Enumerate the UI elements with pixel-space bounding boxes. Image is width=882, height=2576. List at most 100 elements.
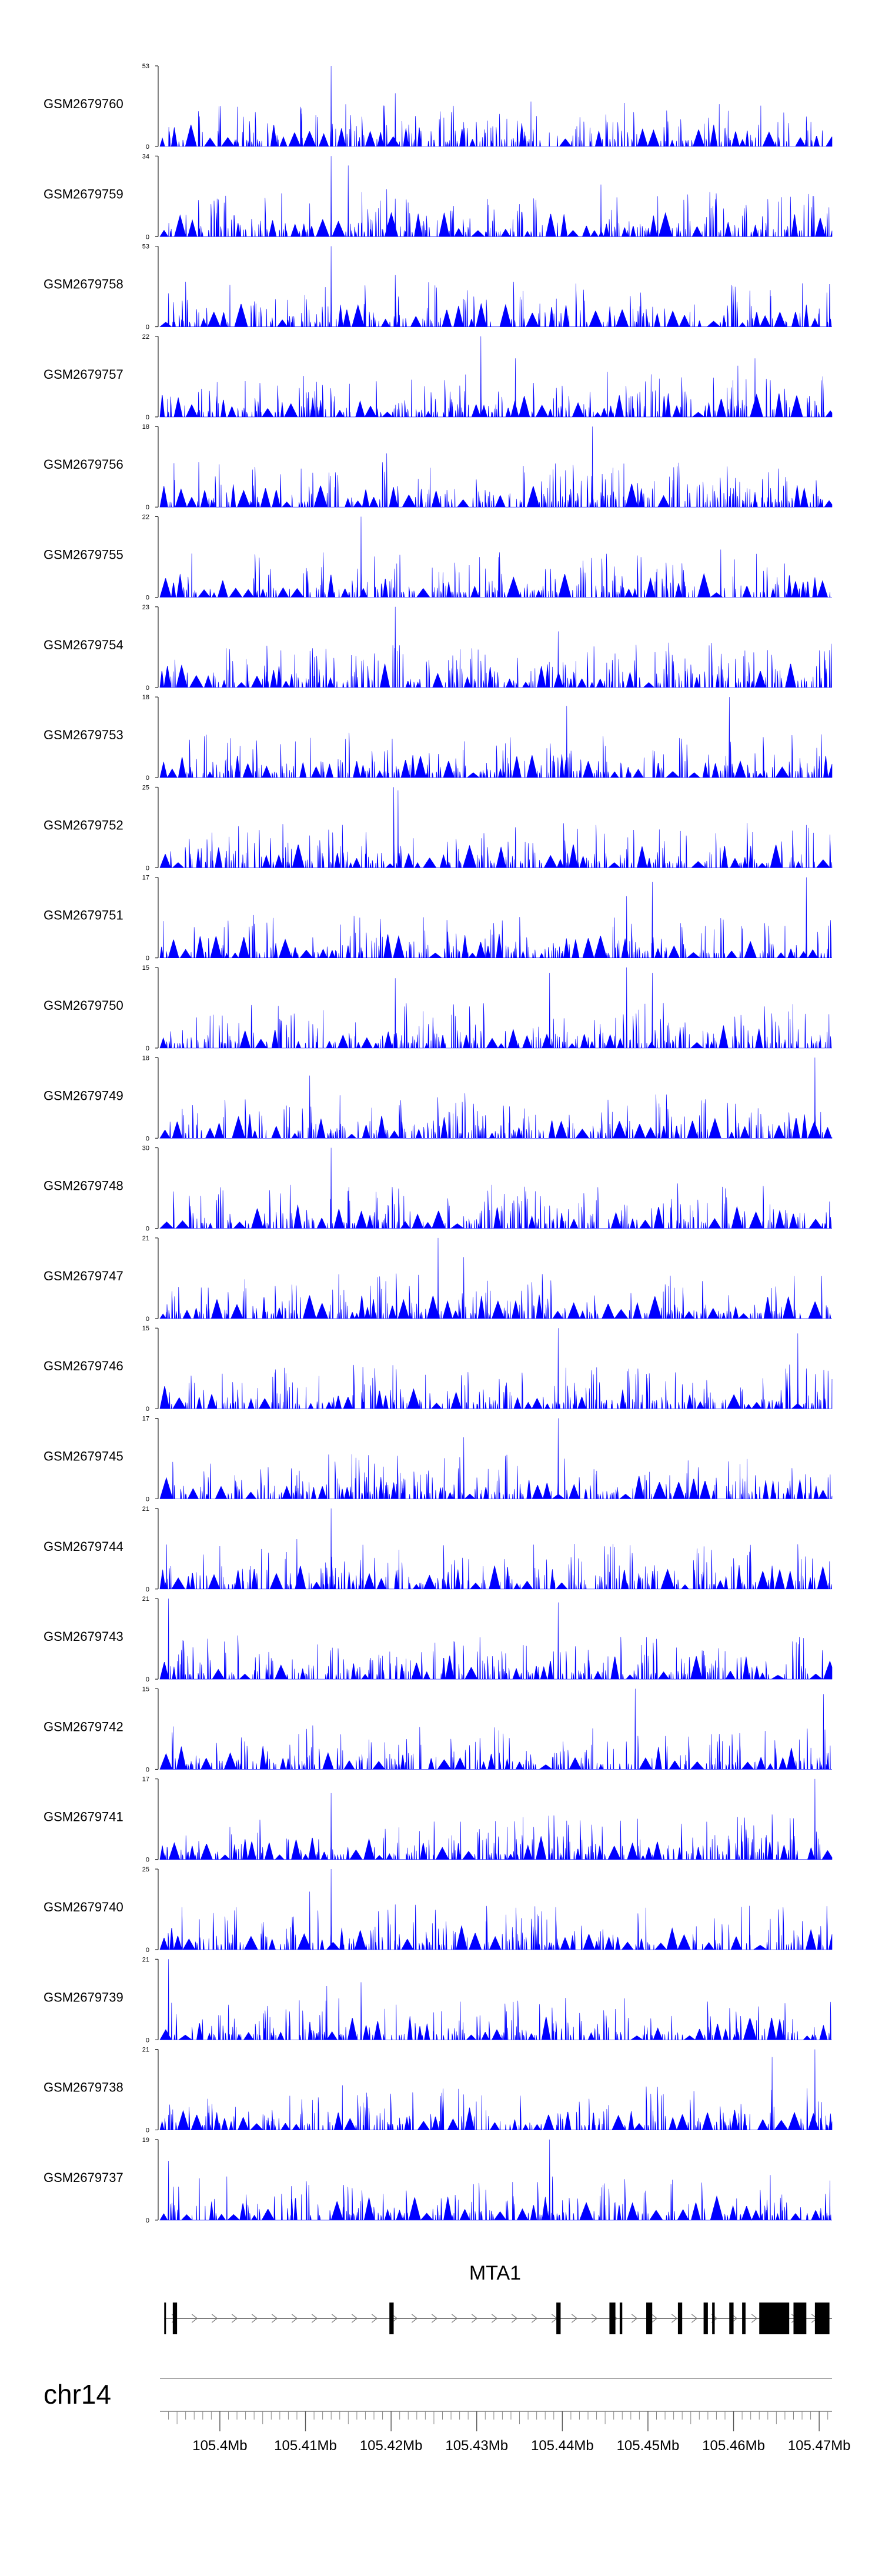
gene-exon: [609, 2303, 616, 2334]
genome-axis: chr14 105.4Mb 105.41Mb 105.42Mb 105.43Mb 105…: [44, 2378, 851, 2454]
y-tick-label-zero: 0: [146, 1045, 149, 1052]
coverage-area: [159, 1689, 832, 1770]
y-tick-label-max: 19: [142, 2137, 149, 2144]
strand-arrow: [351, 2314, 358, 2323]
gene-track: MTA1: [164, 2262, 832, 2334]
gene-exon: [619, 2303, 623, 2334]
y-tick-label-max: 22: [142, 514, 149, 521]
track-label: GSM2679737: [44, 2170, 123, 2185]
track-label: GSM2679742: [44, 1719, 123, 1734]
coverage-area: [159, 1778, 833, 1860]
track-GSM2679751: GSM2679751 17 0: [44, 875, 832, 962]
strand-arrow: [191, 2314, 198, 2323]
coverage-area: [159, 65, 833, 148]
y-tick-label-max: 15: [142, 1325, 149, 1332]
coverage-area: [159, 697, 833, 779]
track-label: GSM2679739: [44, 1990, 123, 2004]
track-label: GSM2679743: [44, 1629, 123, 1644]
strand-arrow: [271, 2314, 278, 2323]
coverage-area: [159, 1057, 833, 1139]
gene-exon: [759, 2303, 790, 2334]
y-tick-label-zero: 0: [146, 2217, 149, 2224]
coverage-area: [159, 516, 832, 598]
track-GSM2679748: GSM2679748 30 0: [44, 1145, 832, 1233]
coverage-area: [159, 1237, 832, 1320]
track-GSM2679744: GSM2679744 21 0: [44, 1506, 832, 1593]
coverage-area: [159, 787, 833, 869]
track-GSM2679760: GSM2679760 53 0: [44, 63, 833, 151]
track-GSM2679747: GSM2679747 21 0: [44, 1235, 832, 1323]
x-tick-label: 105.43Mb: [445, 2438, 508, 2454]
coverage-area: [159, 1508, 832, 1590]
coverage-area: [159, 1328, 833, 1409]
y-tick-label-zero: 0: [146, 1406, 149, 1413]
y-tick-label-zero: 0: [146, 1676, 149, 1683]
y-tick-label-max: 23: [142, 604, 149, 611]
y-tick-label-zero: 0: [146, 414, 149, 421]
y-tick-label-zero: 0: [146, 595, 149, 602]
strand-arrow: [471, 2314, 478, 2323]
gene-exon: [556, 2303, 561, 2334]
track-GSM2679758: GSM2679758 53 0: [44, 243, 832, 331]
track-label: GSM2679757: [44, 367, 123, 382]
strand-arrow: [371, 2314, 378, 2323]
track-label: GSM2679750: [44, 998, 123, 1013]
track-label: GSM2679748: [44, 1179, 123, 1193]
track-GSM2679755: GSM2679755 22 0: [44, 514, 832, 602]
coverage-area: [159, 336, 833, 418]
coverage-area: [159, 1868, 833, 1951]
track-label: GSM2679744: [44, 1539, 123, 1554]
strand-arrow: [691, 2314, 698, 2323]
x-tick-label: 105.44Mb: [531, 2438, 594, 2454]
track-GSM2679739: GSM2679739 21 0: [44, 1956, 832, 2044]
y-tick-label-zero: 0: [146, 504, 149, 511]
track-label: GSM2679759: [44, 186, 123, 201]
track-GSM2679759: GSM2679759 34 0: [44, 153, 833, 241]
y-tick-label-zero: 0: [146, 324, 149, 331]
coverage-area: [159, 1418, 833, 1500]
coverage-area: [159, 246, 832, 328]
y-tick-label-max: 17: [142, 1776, 149, 1783]
coverage-area: [159, 156, 833, 238]
strand-arrow: [231, 2314, 238, 2323]
gene-exon: [164, 2303, 166, 2334]
strand-arrow: [211, 2314, 218, 2323]
coverage-area: [159, 967, 832, 1049]
x-tick-label: 105.42Mb: [360, 2438, 423, 2454]
x-tick-label: 105.46Mb: [702, 2438, 765, 2454]
track-label: GSM2679740: [44, 1900, 123, 1914]
y-tick-label-zero: 0: [146, 955, 149, 962]
y-tick-label-max: 22: [142, 333, 149, 341]
gene-exon: [729, 2303, 734, 2334]
y-tick-label-max: 18: [142, 423, 149, 431]
strand-arrow: [291, 2314, 298, 2323]
track-GSM2679754: GSM2679754 23 0: [44, 604, 832, 692]
x-tick-label: 105.45Mb: [617, 2438, 680, 2454]
coverage-tracks: GSM2679760530GSM2679759340GSM2679758530G…: [44, 63, 833, 2224]
y-tick-label-max: 17: [142, 1416, 149, 1423]
track-label: GSM2679741: [44, 1810, 123, 1824]
gene-exon: [712, 2303, 715, 2334]
strand-arrow: [411, 2314, 418, 2323]
track-GSM2679752: GSM2679752 25 0: [44, 784, 833, 872]
gene-exon: [742, 2303, 746, 2334]
y-tick-label-zero: 0: [146, 144, 149, 151]
y-tick-label-zero: 0: [146, 233, 149, 241]
gene-exon: [172, 2303, 178, 2334]
y-tick-label-zero: 0: [146, 2037, 149, 2044]
strand-arrow: [311, 2314, 318, 2323]
strand-arrow: [491, 2314, 498, 2323]
track-GSM2679750: GSM2679750 15 0: [44, 965, 832, 1052]
track-label: GSM2679751: [44, 908, 123, 923]
strand-arrow: [751, 2314, 758, 2323]
x-tick-label: 105.4Mb: [192, 2438, 247, 2454]
track-GSM2679741: GSM2679741 17 0: [44, 1776, 833, 1864]
track-GSM2679753: GSM2679753 18 0: [44, 694, 833, 782]
y-tick-label-max: 15: [142, 1686, 149, 1693]
track-label: GSM2679758: [44, 277, 123, 292]
y-tick-label-zero: 0: [146, 1316, 149, 1323]
track-GSM2679757: GSM2679757 22 0: [44, 333, 833, 421]
track-label: GSM2679746: [44, 1359, 123, 1373]
track-label: GSM2679755: [44, 548, 123, 562]
track-GSM2679756: GSM2679756 18 0: [44, 423, 833, 511]
